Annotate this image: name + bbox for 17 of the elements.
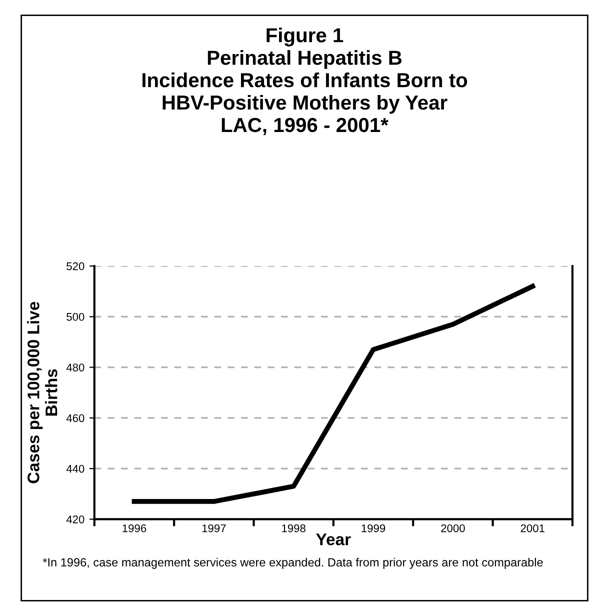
y-tick-label: 460: [66, 414, 84, 422]
x-tick-label: 1999: [362, 524, 386, 532]
x-axis-title: Year: [316, 534, 351, 546]
line-series: [132, 284, 536, 504]
chart-title: Figure 1 Perinatal Hepatitis B Incidence Rates of Infants Born to HBV-Positive Mothers by Year LAC, 1996 - 2001*: [142, 28, 468, 136]
x-tick-label: 1998: [282, 524, 306, 532]
y-tick-label: 440: [66, 464, 84, 473]
x-tick-label: 2001: [520, 524, 544, 532]
x-tick-label: 1997: [202, 524, 226, 532]
y-tick-label: 480: [66, 364, 84, 372]
y-tick-label: 500: [66, 312, 84, 321]
text: *In 1996, case management services were expanded. Data from prior years are not comparable: [42, 558, 543, 569]
x-tick-label: 1996: [122, 524, 146, 532]
x-tick-label: 2000: [441, 524, 465, 532]
y-tick-label: 520: [66, 262, 84, 270]
y-axis-title: Cases per 100,000 Live Births: [27, 302, 58, 484]
y-tick-label: 420: [66, 515, 84, 524]
